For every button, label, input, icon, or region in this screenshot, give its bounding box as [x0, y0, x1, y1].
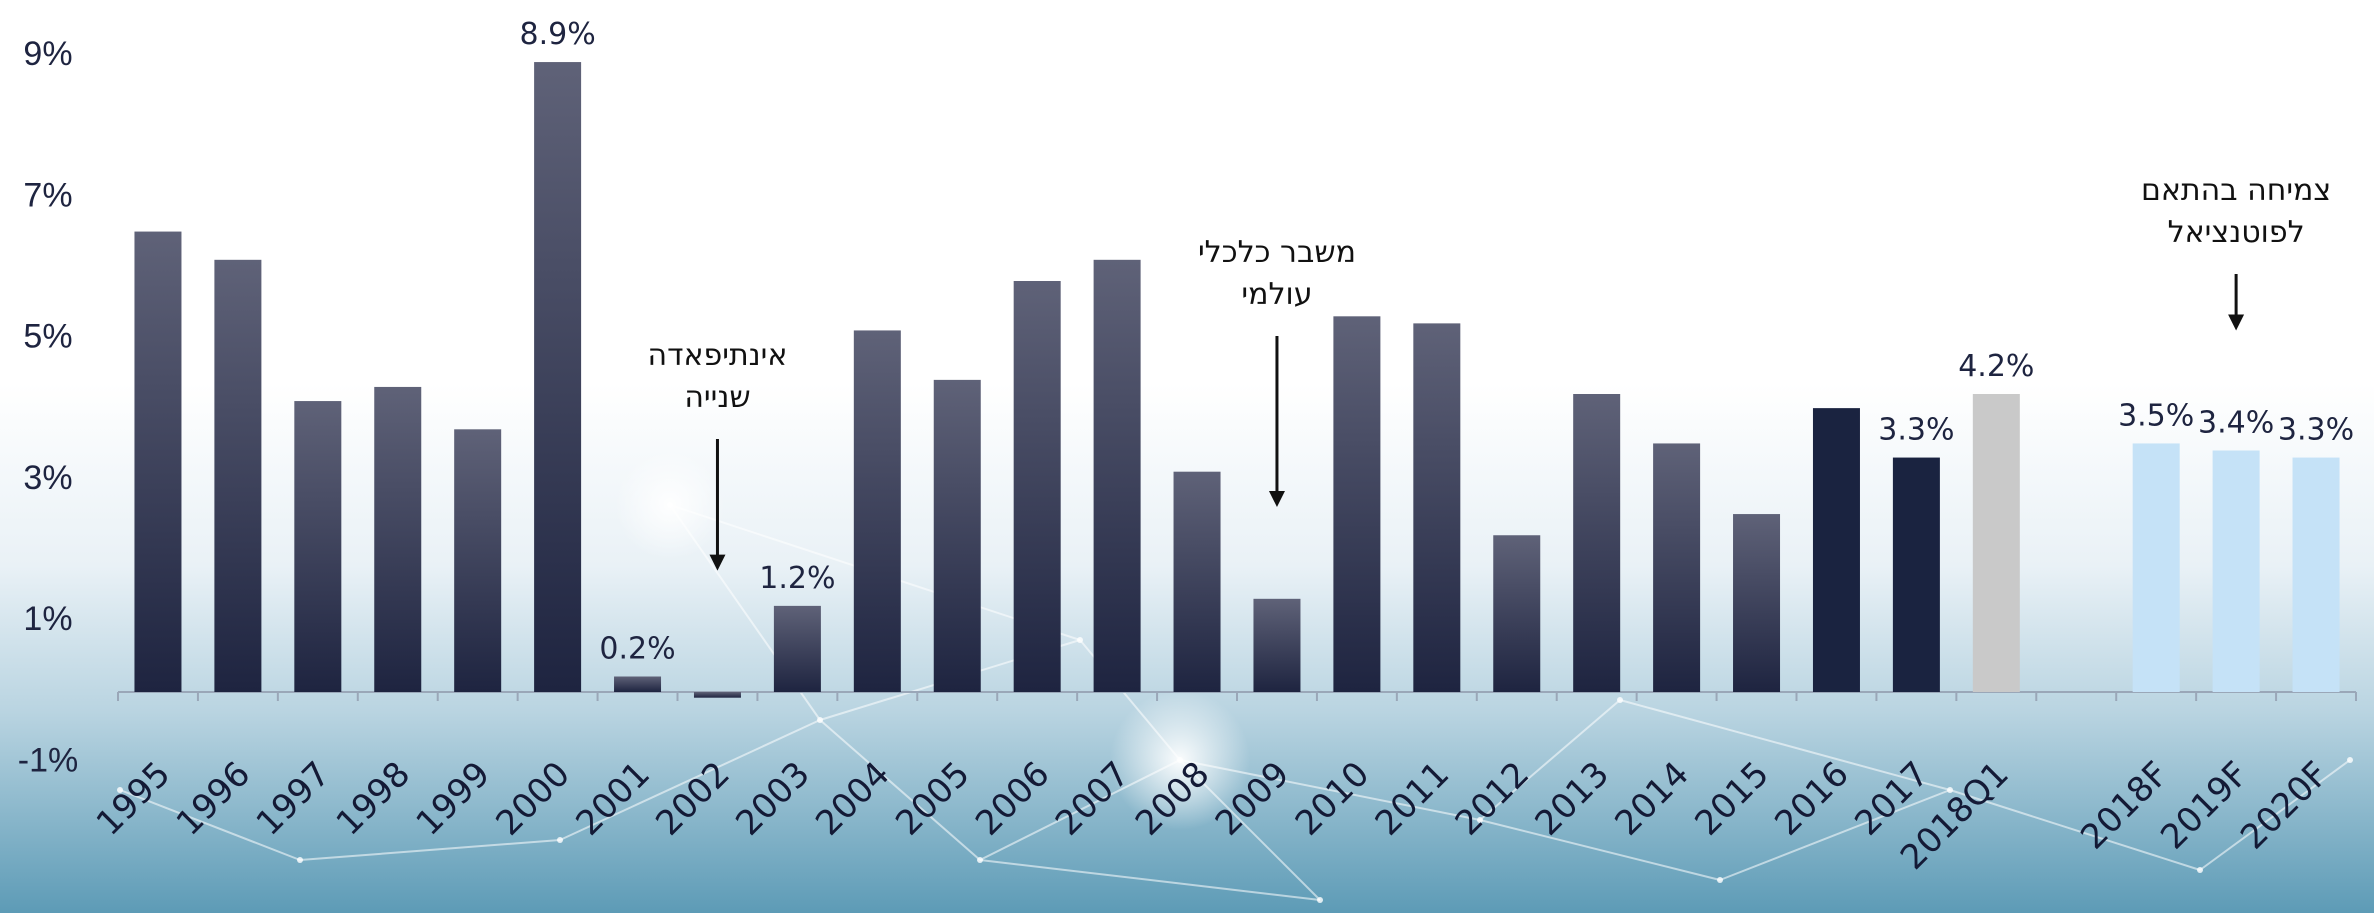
bar-2017: [1892, 457, 1940, 692]
bar-2003: [773, 605, 821, 692]
bar-1998: [374, 386, 422, 692]
bar-2002: [693, 692, 741, 698]
y-tick-label: 3%: [23, 459, 72, 497]
data-label: 8.9%: [519, 17, 595, 52]
annotation-text: משבר כלכלי: [1198, 235, 1356, 270]
bar-2011: [1413, 323, 1461, 692]
glow-spot: [615, 450, 725, 560]
bar-2010: [1333, 316, 1381, 692]
annotation-text: שנייה: [684, 380, 750, 415]
annotation-arrow-head: [1268, 491, 1285, 507]
annotation: צמיחה בהתאם לפוטנציאל: [2141, 173, 2331, 331]
data-label: 3.5%: [2118, 398, 2194, 433]
bars-layer: [134, 62, 2340, 698]
y-tick-label: 7%: [23, 176, 72, 214]
bar-2018Q1: [1972, 394, 2020, 692]
bar-2005: [933, 379, 981, 692]
bar-2007: [1093, 259, 1141, 692]
y-tick-label: 9%: [23, 35, 72, 73]
bar-2014: [1653, 443, 1701, 692]
bar-1995: [134, 231, 182, 692]
annotation-text: צמיחה בהתאם: [2141, 173, 2331, 208]
bar-2018F: [2132, 443, 2180, 692]
annotation-arrow-head: [2228, 314, 2245, 331]
bar-1999: [454, 429, 502, 692]
y-tick-label: 1%: [23, 600, 72, 638]
network-pattern: [117, 502, 2353, 903]
annotation-text: לפוטנציאל: [2168, 215, 2305, 250]
annotation-text: אינתיפאדה: [647, 338, 787, 373]
y-tick-label: 5%: [23, 318, 72, 356]
bar-2020F: [2292, 457, 2340, 692]
bar-1996: [214, 259, 262, 692]
bar-2012: [1493, 535, 1541, 692]
data-label: 4.2%: [1958, 349, 2034, 384]
bar-2019F: [2212, 450, 2260, 692]
bar-1997: [294, 401, 342, 692]
data-label: 3.3%: [2278, 413, 2354, 448]
data-label: 1.2%: [759, 561, 835, 596]
bar-2009: [1253, 598, 1301, 692]
data-labels-layer: 8.9%0.2%1.2%3.3%4.2%3.5% 3.4% 3.3%: [519, 17, 2354, 666]
annotation-text: עולמי: [1241, 277, 1312, 312]
bar-2001: [614, 676, 662, 692]
data-label: 0.2%: [599, 632, 675, 667]
bar-2000: [534, 62, 582, 692]
bar-2008: [1173, 471, 1221, 692]
bar-2016: [1812, 408, 1860, 692]
bar-2006: [1013, 281, 1061, 692]
bar-2004: [853, 330, 901, 692]
bar-2013: [1573, 394, 1621, 692]
data-label: 3.3%: [1878, 413, 1954, 448]
annotation-arrow-head: [709, 554, 726, 571]
glow-spot: [1110, 690, 1250, 830]
annotation: משבר כלכלי עולמי: [1198, 235, 1356, 507]
data-label: 3.4%: [2198, 406, 2274, 441]
annotation: אינתיפאדה שנייה: [647, 338, 787, 571]
y-tick-label: -1%: [18, 741, 78, 779]
annotations-layer: אינתיפאדה שנייה משבר כלכלי עולמי צמיחה בהתאם…: [647, 173, 2331, 571]
bar-2015: [1733, 514, 1781, 692]
